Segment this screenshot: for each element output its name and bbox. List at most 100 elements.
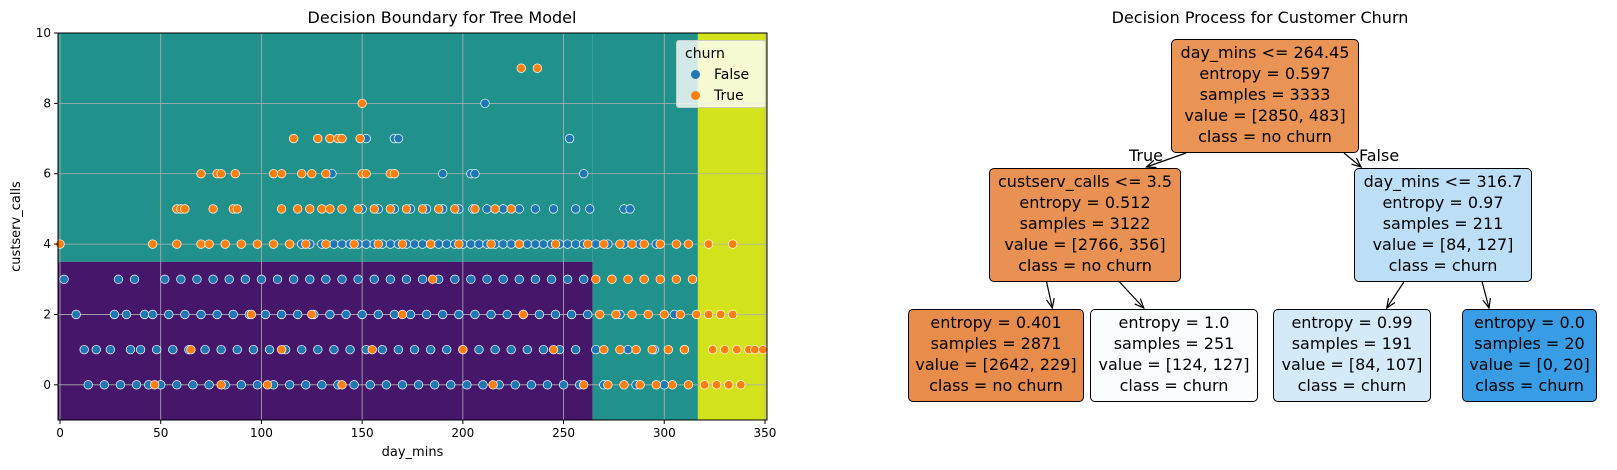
legend-marker-false [691,70,700,79]
data-point-false [264,344,275,355]
data-point-true [252,239,263,249]
y-tick-label: 10 [36,26,51,40]
legend-entry-true: True [685,85,757,106]
data-point-false [498,239,508,249]
data-point-false [526,380,536,390]
data-point-true [321,239,331,249]
data-point-true [180,204,190,214]
node-text: samples = 2871 [930,334,1062,353]
data-point-false [454,309,464,320]
data-point-false [625,204,635,214]
data-point-true [289,133,299,144]
data-point-true [679,344,690,355]
node-text: class = no churn [1198,127,1332,146]
data-point-true [579,380,589,390]
data-point-true [313,133,323,144]
data-point-false [534,309,545,320]
data-point-true [236,239,246,249]
node-text: samples = 3333 [1199,85,1331,104]
data-point-true [305,204,315,214]
data-point-false [385,274,395,284]
data-points [55,63,768,390]
data-point-true [603,380,613,390]
data-point-false [421,309,432,320]
data-point-true [611,309,621,320]
data-point-true [373,239,383,249]
data-point-true [216,380,226,390]
data-point-true [643,309,653,320]
data-point-true [699,380,710,390]
data-point-true [186,344,196,355]
tree-edge [1343,152,1362,168]
data-point-true [353,204,363,214]
data-point-false [417,239,428,249]
data-point-false [276,309,287,320]
data-point-true [583,239,593,249]
tree-edge-arrowhead [1385,298,1396,310]
data-point-true [671,239,682,249]
data-point-true [716,309,726,320]
data-point-true [325,204,335,214]
data-point-true [655,274,665,284]
data-point-false [478,380,488,390]
data-point-true [276,344,287,355]
data-point-false [129,274,140,284]
data-point-true [307,169,317,179]
data-point-false [474,239,484,249]
data-point-true [627,309,637,320]
data-point-false [470,309,480,320]
node-text: samples = 251 [1113,334,1235,353]
data-point-true [631,344,641,355]
data-point-true [417,204,428,214]
data-point-true [671,274,682,284]
node-text: entropy = 0.97 [1382,193,1504,212]
data-point-false [232,344,242,355]
data-point-false [385,239,395,249]
data-point-false [442,344,452,355]
data-point-true [667,380,677,390]
data-point-true [427,274,438,284]
data-point-false [369,274,379,284]
x-axis-label: day_mins [382,445,444,460]
data-point-true [488,380,498,390]
data-point-true [639,274,649,284]
decision-region-2 [58,33,593,262]
tree-title: Decision Process for Customer Churn [1111,8,1409,27]
data-point-false [571,344,581,355]
data-point-true [284,239,295,249]
data-point-false [113,274,124,284]
data-point-false [131,380,142,390]
data-point-false [216,344,226,355]
tree-edge-arrowhead [1144,159,1157,169]
data-point-true [369,204,379,214]
x-tick-label: 0 [56,426,64,440]
data-point-false [522,344,532,355]
data-point-false [373,309,383,320]
data-point-false [357,309,367,320]
node-text: value = [84, 107] [1281,355,1423,374]
data-point-true [532,63,543,73]
data-point-false [550,309,561,320]
decision-region-1 [58,261,593,420]
data-point-false [59,274,69,284]
data-point-true [204,239,214,249]
tree-node-day-mins-split: day_mins <= 316.7 entropy = 0.97 samples… [1354,168,1532,282]
data-point-false [538,239,549,249]
data-point-false [438,309,448,320]
data-point-true [276,169,287,179]
tree-edge-arrowhead [1482,298,1492,310]
data-point-false [474,344,484,355]
data-point-true [683,380,694,390]
data-point-true [337,380,347,390]
data-point-false [397,380,408,390]
data-point-false [83,380,93,390]
data-point-true [220,239,230,249]
data-point-false [172,380,182,390]
data-point-true [454,239,464,249]
data-point-true [232,204,242,214]
data-point-true [655,239,665,249]
data-point-false [514,274,524,284]
data-point-false [224,274,234,284]
data-point-false [623,344,633,355]
data-point-true [703,309,714,320]
